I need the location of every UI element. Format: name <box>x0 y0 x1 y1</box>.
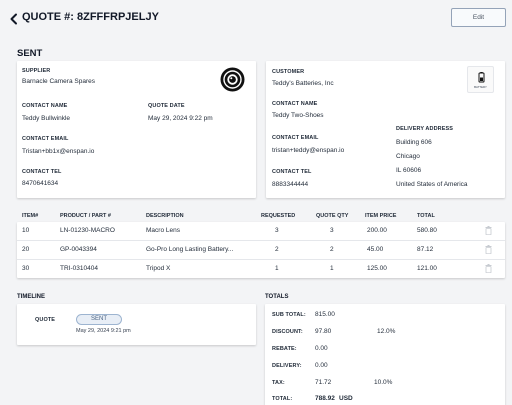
chevron-left-icon <box>10 13 17 25</box>
col-part: PRODUCT / PART # <box>60 213 111 219</box>
table-row[interactable]: 30 TRI-0310404 Tripod X 1 1 125.00 121.0… <box>17 260 505 278</box>
grand-total-label: TOTAL: <box>272 396 293 402</box>
timeline-status-badge: SENT <box>76 314 122 325</box>
trash-icon[interactable] <box>485 245 492 254</box>
timeline-card: QUOTE SENT May 29, 2024 9:21 pm <box>17 304 256 345</box>
tax-value: 71.72 <box>315 379 332 386</box>
quote-date: May 29, 2024 9:22 pm <box>148 115 213 122</box>
customer-name: Teddy's Batteries, Inc <box>272 80 334 87</box>
delivery-address-line-1: Building 606 <box>396 139 432 146</box>
customer-contact-name: Teddy Two-Shoes <box>272 112 324 119</box>
supplier-contact-tel-label: CONTACT TEL <box>22 169 62 175</box>
customer-logo-text: BATTERY <box>474 85 487 89</box>
delivery-address-line-2: Chicago <box>396 153 420 160</box>
customer-logo: BATTERY <box>467 66 494 93</box>
customer-label: CUSTOMER <box>272 69 305 75</box>
items-table: 10 LN-01230-MACRO Macro Lens 3 3 200.00 … <box>17 222 505 278</box>
row-requested: 3 <box>275 227 279 234</box>
row-description: Go-Pro Long Lasting Battery... <box>146 246 234 253</box>
delivery-address-label: DELIVERY ADDRESS <box>396 126 454 132</box>
row-total: 121.00 <box>417 265 437 272</box>
customer-contact-tel: 8883344444 <box>272 181 309 188</box>
col-requested: REQUESTED <box>261 213 296 219</box>
customer-contact-tel-label: CONTACT TEL <box>272 169 312 175</box>
timeline-entry-date: May 29, 2024 9:21 pm <box>76 328 131 334</box>
delivery-value: 0.00 <box>315 362 328 369</box>
row-price: 45.00 <box>367 246 384 253</box>
back-button[interactable] <box>9 12 19 25</box>
trash-icon[interactable] <box>485 264 492 273</box>
col-item-price: ITEM PRICE <box>365 213 397 219</box>
row-item: 20 <box>22 246 30 253</box>
supplier-logo <box>220 67 245 92</box>
rebate-value: 0.00 <box>315 345 328 352</box>
battery-icon <box>478 72 485 83</box>
row-price: 125.00 <box>367 265 387 272</box>
trash-icon[interactable] <box>485 226 492 235</box>
row-price: 200.00 <box>367 227 387 234</box>
col-item: ITEM# <box>22 213 39 219</box>
col-total: TOTAL <box>417 213 435 219</box>
subtotal-value: 815.00 <box>315 311 335 318</box>
items-table-header: ITEM# PRODUCT / PART # DESCRIPTION REQUE… <box>17 210 505 222</box>
edit-button-label: Edit <box>472 14 485 21</box>
rebate-label: REBATE: <box>272 346 297 352</box>
grand-total-value: 788.92 <box>315 395 335 402</box>
timeline-status-text: SENT <box>90 316 107 322</box>
row-quote-qty: 3 <box>330 227 334 234</box>
row-part: TRI-0310404 <box>60 265 98 272</box>
table-row[interactable]: 20 GP-0043394 Go-Pro Long Lasting Batter… <box>17 241 505 259</box>
row-description: Macro Lens <box>146 227 180 234</box>
quote-date-label: QUOTE DATE <box>148 103 185 109</box>
page-title: QUOTE #: 8ZFFFRPJELJY <box>22 11 159 23</box>
col-quote-qty: QUOTE QTY <box>316 213 349 219</box>
supplier-contact-name: Teddy Bullwinkle <box>22 115 71 122</box>
row-description: Tripod X <box>146 265 171 272</box>
col-description: DESCRIPTION <box>146 213 184 219</box>
supplier-name: Barnacle Camera Spares <box>22 78 95 85</box>
row-requested: 2 <box>275 246 279 253</box>
subtotal-label: SUB TOTAL: <box>272 312 306 318</box>
customer-card: CUSTOMER Teddy's Batteries, Inc BATTERY … <box>266 61 505 198</box>
row-total: 87.12 <box>417 246 434 253</box>
grand-total-currency: USD <box>339 395 353 402</box>
totals-title: TOTALS <box>265 294 289 300</box>
totals-card: SUB TOTAL: 815.00 DISCOUNT: 97.80 12.0% … <box>265 304 505 405</box>
row-total: 580.80 <box>417 227 437 234</box>
supplier-card: SUPPLIER Barnacle Camera Spares CONTACT … <box>17 61 256 198</box>
quote-status: SENT <box>17 48 43 59</box>
supplier-contact-email-label: CONTACT EMAIL <box>22 136 69 142</box>
customer-contact-name-label: CONTACT NAME <box>272 101 318 107</box>
discount-label: DISCOUNT: <box>272 329 303 335</box>
delivery-label: DELIVERY: <box>272 363 302 369</box>
row-requested: 1 <box>275 265 279 272</box>
delivery-address-line-4: United States of America <box>396 181 468 188</box>
row-part: GP-0043394 <box>60 246 97 253</box>
tax-label: TAX: <box>272 380 285 386</box>
supplier-contact-tel: 8470641634 <box>22 180 59 187</box>
supplier-contact-email: Tristan+bb1x@enspan.io <box>22 148 95 155</box>
supplier-label: SUPPLIER <box>22 68 51 74</box>
discount-percent: 12.0% <box>377 328 396 335</box>
edit-button[interactable]: Edit <box>451 8 506 27</box>
tax-percent: 10.0% <box>374 379 393 386</box>
row-part: LN-01230-MACRO <box>60 227 115 234</box>
customer-contact-email-label: CONTACT EMAIL <box>272 135 319 141</box>
timeline-title: TIMELINE <box>17 294 45 300</box>
customer-contact-email: tristan+teddy@enspan.io <box>272 147 345 154</box>
row-quote-qty: 1 <box>330 265 334 272</box>
row-quote-qty: 2 <box>330 246 334 253</box>
delivery-address-line-3: IL 60606 <box>396 167 422 174</box>
row-item: 30 <box>22 265 30 272</box>
timeline-entry-label: QUOTE <box>35 317 56 323</box>
camera-eye-icon <box>220 67 245 92</box>
row-item: 10 <box>22 227 30 234</box>
supplier-contact-name-label: CONTACT NAME <box>22 103 68 109</box>
table-row[interactable]: 10 LN-01230-MACRO Macro Lens 3 3 200.00 … <box>17 222 505 240</box>
discount-value: 97.80 <box>315 328 332 335</box>
